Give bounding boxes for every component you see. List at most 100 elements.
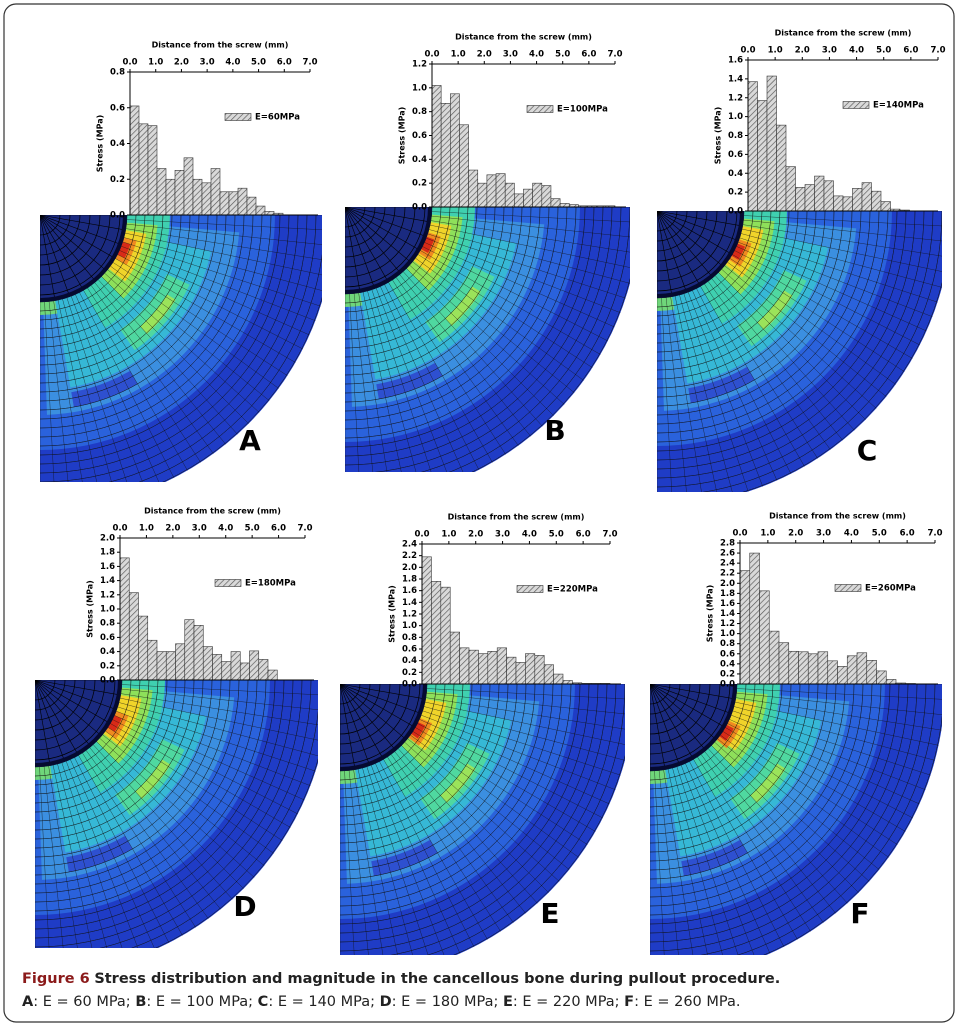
bar — [757, 100, 768, 212]
bar — [532, 182, 543, 208]
panel-label: E — [540, 897, 559, 930]
stress-band — [355, 702, 512, 857]
bar — [871, 190, 882, 212]
bar — [837, 666, 848, 685]
screw-spoke — [40, 215, 126, 231]
bar — [255, 205, 266, 216]
bar — [212, 654, 223, 681]
mesh-spoke — [117, 254, 303, 350]
mesh-spoke — [430, 224, 630, 268]
legend-swatch — [842, 101, 870, 109]
bar — [559, 203, 570, 208]
y-tick-label: 0.2 — [402, 668, 417, 678]
y-tick-label: 1.0 — [100, 605, 115, 615]
y-tick-label: 1.4 — [100, 576, 115, 586]
y-tick-label: 2.6 — [720, 549, 735, 559]
bar — [749, 552, 760, 685]
x-tick-label: 4.0 — [529, 50, 544, 60]
y-tick-label: 1.0 — [412, 83, 427, 93]
stress-band — [71, 370, 138, 408]
bar — [759, 590, 770, 685]
y-tick-label: 0.2 — [100, 661, 115, 671]
bar — [478, 653, 489, 685]
caption-item: D: E = 180 MPa; — [380, 994, 499, 1010]
x-tick-label: 6.0 — [277, 58, 292, 68]
screw-spoke — [340, 684, 407, 741]
mesh-spoke — [417, 254, 593, 368]
stress-band — [688, 366, 755, 404]
bar — [468, 649, 479, 685]
stress-band — [340, 769, 358, 784]
y-tick-label: 0.8 — [110, 68, 125, 78]
screw-spoke — [340, 684, 356, 770]
screw — [657, 211, 744, 298]
frame — [3, 3, 955, 1023]
legend-swatch — [526, 105, 554, 113]
bar — [785, 166, 796, 212]
mesh-spoke — [426, 688, 625, 700]
screw-spoke — [650, 684, 681, 766]
mesh-spoke — [742, 228, 942, 272]
y-tick-label: 0.8 — [412, 107, 427, 117]
mesh-spoke — [722, 731, 898, 845]
screw-spoke — [40, 215, 84, 291]
mesh-spoke — [125, 232, 322, 276]
mesh-spoke — [704, 283, 818, 459]
y-tick-label: 0.2 — [412, 179, 427, 189]
screw-spoke — [657, 211, 701, 287]
y-tick-label: 0.0 — [110, 211, 125, 221]
x-axis-title: Distance from the screw (mm) — [769, 512, 906, 521]
screw-spoke — [657, 211, 724, 268]
y-tick-label: 0.4 — [402, 656, 417, 666]
mesh-spoke — [711, 278, 843, 441]
mesh-spoke — [717, 738, 880, 870]
y-tick-label: 1.4 — [720, 609, 735, 619]
mesh-spoke — [720, 734, 889, 858]
caption-item: A: E = 60 MPa; — [22, 994, 131, 1010]
bar — [807, 653, 819, 685]
fe-contour — [657, 211, 942, 492]
mesh-spoke — [358, 292, 388, 472]
x-tick-label: 1.0 — [451, 50, 466, 60]
bar — [264, 211, 275, 216]
mesh-spoke — [683, 293, 749, 492]
caption-item-text: : E = 220 MPa; — [512, 994, 620, 1010]
y-tick-label: 0.4 — [412, 155, 427, 165]
screw-spoke — [657, 211, 673, 297]
mesh-spoke — [110, 723, 291, 828]
bar — [138, 123, 149, 216]
mesh-spoke — [367, 290, 417, 472]
mesh-spoke — [734, 250, 920, 346]
screw-spoke — [345, 207, 427, 238]
stress-band — [35, 765, 53, 780]
mesh-spoke — [93, 744, 233, 900]
y-tick-label: 1.6 — [402, 586, 417, 596]
bar — [788, 650, 799, 685]
mesh-spoke — [423, 706, 625, 761]
bar — [487, 651, 498, 685]
bar — [138, 615, 149, 681]
mesh-spoke — [679, 294, 733, 492]
x-tick-label: 4.0 — [225, 58, 240, 68]
mesh-spoke — [665, 297, 687, 492]
x-tick-label: 5.0 — [872, 529, 887, 539]
x-tick-label: 3.0 — [495, 530, 510, 540]
panel: E=220MPa0.00.20.40.60.81.01.21.41.61.82.… — [340, 513, 625, 955]
bar — [842, 196, 853, 212]
mesh-spoke — [410, 734, 579, 858]
stress-band — [371, 839, 438, 877]
panel-label: A — [239, 424, 261, 457]
mesh-spoke — [75, 294, 160, 482]
caption-label: Figure 6 — [22, 971, 90, 987]
x-tick-label: 3.0 — [503, 50, 518, 60]
y-tick-label: 0.6 — [110, 103, 125, 113]
y-tick-label: 0.8 — [728, 131, 743, 141]
fe-contour — [35, 680, 318, 948]
stress-band — [672, 229, 829, 384]
mesh-spoke — [667, 769, 708, 955]
mesh-spoke — [399, 274, 531, 437]
y-tick-label: 1.2 — [728, 93, 743, 103]
mesh-spoke — [398, 748, 538, 904]
mesh-spoke — [740, 233, 942, 288]
